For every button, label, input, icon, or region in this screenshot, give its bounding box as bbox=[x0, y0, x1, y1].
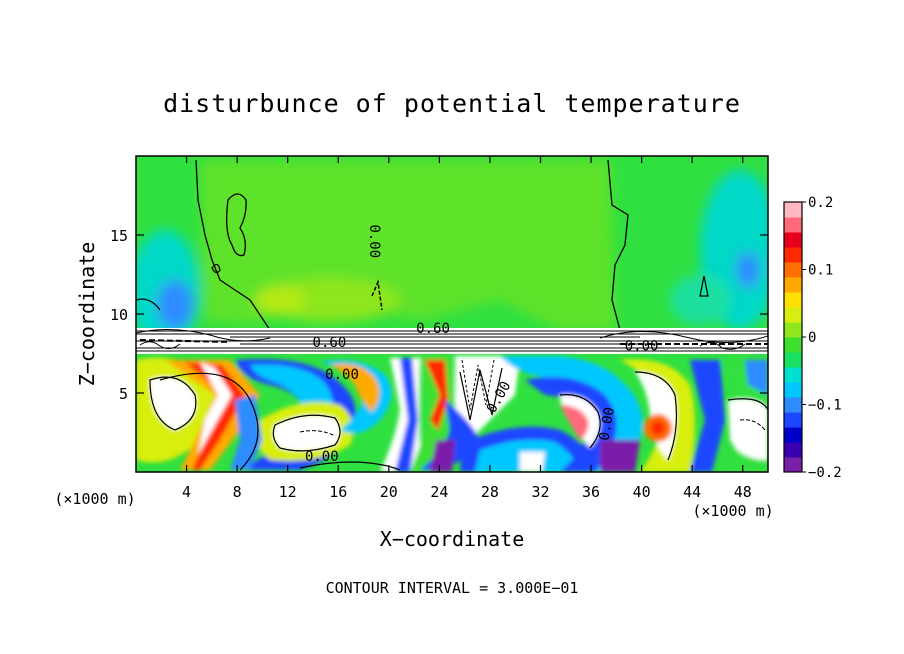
contour-label: 0.60 bbox=[416, 321, 450, 337]
contour-label: 0.00 bbox=[366, 224, 382, 258]
x-tick-label: 36 bbox=[582, 483, 600, 501]
colorbar-tick-label: 0.2 bbox=[808, 195, 833, 211]
x-tick-label: 4 bbox=[182, 483, 191, 501]
colorbar-swatch bbox=[784, 397, 802, 413]
colorbar-swatch bbox=[784, 412, 802, 428]
lower-contours bbox=[149, 367, 768, 471]
contour-label: 0.00 bbox=[325, 367, 359, 383]
y-tick-label: 15 bbox=[110, 227, 128, 245]
colorbar-swatch bbox=[784, 277, 802, 293]
x-axis: 4 8 12 16 20 24 28 32 36 40 44 48 bbox=[182, 156, 752, 501]
inversion-contours bbox=[136, 328, 768, 352]
colorbar-tick-label: −0.2 bbox=[808, 465, 842, 481]
contour-label: 0.00 bbox=[597, 406, 619, 442]
x-tick-label: 24 bbox=[430, 483, 448, 501]
y-tick-label: 5 bbox=[119, 385, 128, 403]
colorbar-swatch bbox=[784, 292, 802, 308]
upper-contour-loop bbox=[226, 193, 247, 257]
colorbar-swatch bbox=[784, 262, 802, 278]
colorbar-swatch bbox=[784, 247, 802, 263]
x-tick-label: 28 bbox=[481, 483, 499, 501]
colorbar-tick-label: −0.1 bbox=[808, 398, 842, 414]
y-axis: 5 10 15 bbox=[110, 227, 768, 403]
colorbar-swatch bbox=[784, 322, 802, 338]
colorbar: 0.2 0.1 0 −0.1 −0.2 bbox=[783, 195, 842, 481]
x-tick-label: 44 bbox=[683, 483, 701, 501]
upper-contour-right bbox=[607, 159, 629, 331]
x-tick-label: 16 bbox=[329, 483, 347, 501]
x-tick-label: 12 bbox=[279, 483, 297, 501]
colorbar-swatch bbox=[784, 307, 802, 323]
y-axis-label: Z−coordinate bbox=[75, 242, 99, 387]
colorbar-swatch bbox=[784, 217, 802, 233]
colorbar-swatch bbox=[784, 337, 802, 353]
colorbar-swatch bbox=[784, 202, 802, 218]
contour-interval-note: CONTOUR INTERVAL = 3.000E−01 bbox=[326, 579, 579, 597]
chart-title: disturbunce of potential temperature bbox=[163, 89, 741, 118]
colorbar-swatch bbox=[784, 367, 802, 383]
colorbar-tick-label: 0.1 bbox=[808, 263, 833, 279]
contour-label: 0.60 bbox=[313, 335, 347, 351]
y-tick-label: 10 bbox=[110, 306, 128, 324]
x-tick-label: 40 bbox=[633, 483, 651, 501]
left-blue-patch bbox=[157, 280, 193, 330]
colorbar-swatch bbox=[784, 427, 802, 443]
x-tick-label: 32 bbox=[531, 483, 549, 501]
colorbar-swatch bbox=[784, 232, 802, 248]
colorbar-swatch bbox=[784, 382, 802, 398]
colorbar-swatch bbox=[784, 442, 802, 458]
colorbar-tick-label: 0 bbox=[808, 330, 816, 346]
colorbar-swatch bbox=[784, 457, 802, 473]
contour-label: 0.00 bbox=[625, 338, 659, 354]
x-tick-label: 8 bbox=[233, 483, 242, 501]
x-axis-label: X−coordinate bbox=[380, 527, 525, 551]
colorbar-swatch bbox=[784, 352, 802, 368]
x-unit-left: (×1000 m) bbox=[54, 490, 135, 508]
contour-label: 0.00 bbox=[305, 449, 339, 465]
upper-contour-left bbox=[195, 159, 271, 331]
plot-area: 0.000.600.600.000.000.000.000.00 bbox=[136, 156, 768, 472]
x-tick-label: 20 bbox=[380, 483, 398, 501]
x-tick-label: 48 bbox=[734, 483, 752, 501]
x-unit-right: (×1000 m) bbox=[692, 502, 773, 520]
